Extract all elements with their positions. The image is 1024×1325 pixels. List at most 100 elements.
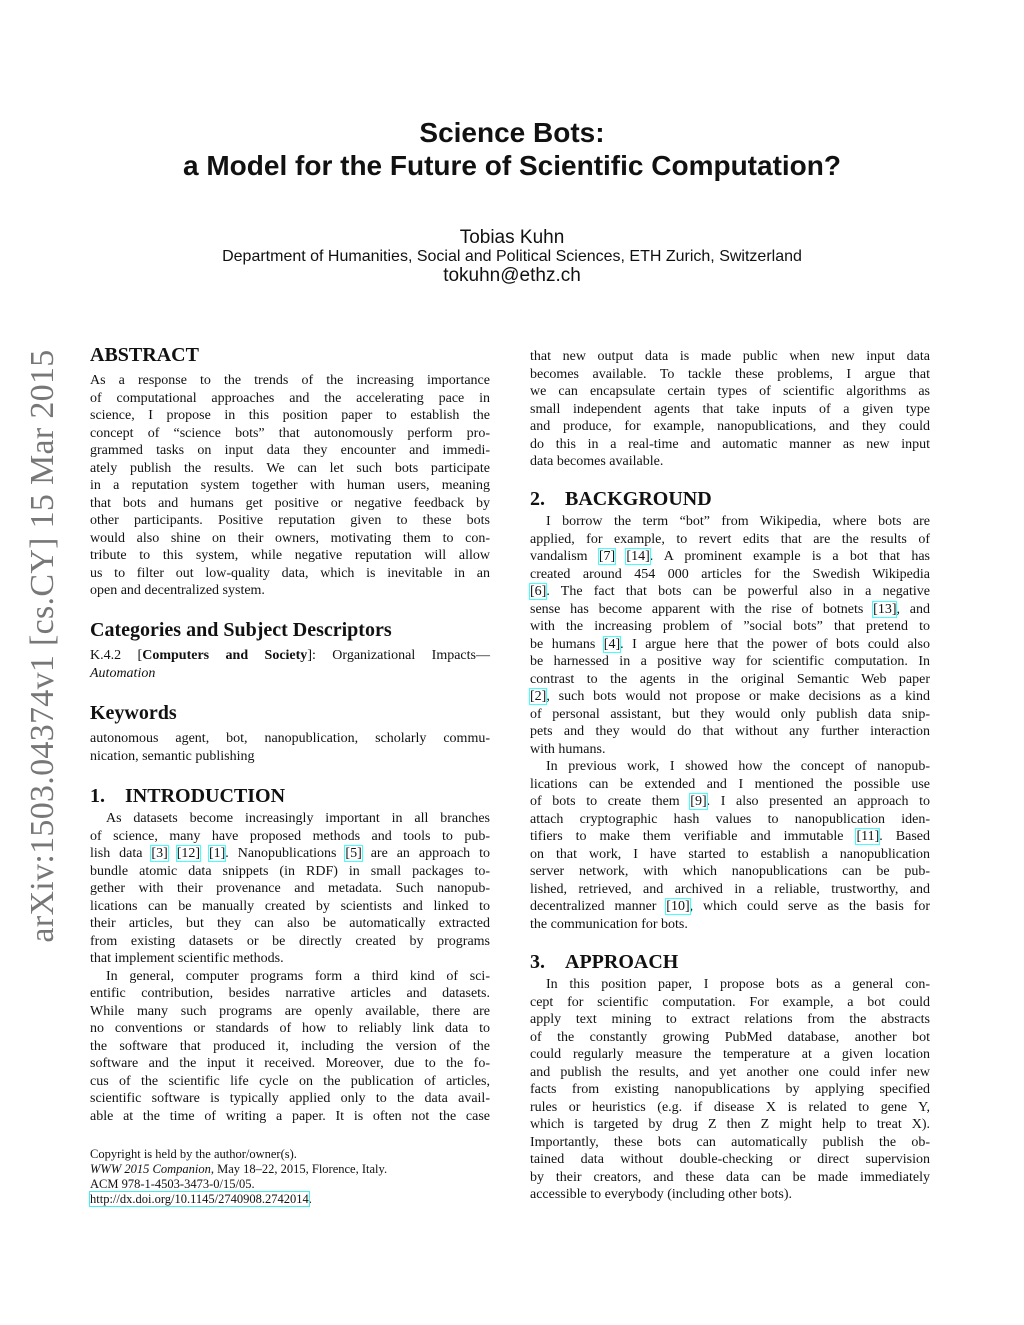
arxiv-stamp: arXiv:1503.04374v1 [cs.CY] 15 Mar 2015 [24, 349, 61, 943]
category-name: Computers and Society [142, 648, 308, 663]
section-title: BACKGROUND [565, 488, 712, 510]
background-body: I borrow the term “bot” from Wikipedia, … [528, 513, 931, 933]
text-line: ately publish the results. We can let su… [90, 460, 490, 476]
section-number: 3. [530, 951, 545, 973]
category-subject: ]: Organizational Impacts— [307, 648, 490, 663]
text-line: and produce, for example, nanopublicatio… [530, 419, 930, 434]
acm-line: ACM 978-1-4503-3473-0/15/05. [90, 1177, 255, 1191]
text-line: tifiers to make them verifiable and immu… [530, 828, 930, 845]
text-line: apply text mining to extract relations f… [530, 1012, 930, 1027]
text-line: server network, with which nanopublicati… [530, 864, 930, 879]
text-line: scientific software is typically applied… [90, 1091, 490, 1106]
text-line: grammed tasks on input data they encount… [90, 443, 490, 458]
text-line: of science, many have proposed methods a… [90, 828, 490, 844]
paper-title-line-2: a Model for the Future of Scientific Com… [183, 150, 841, 181]
venue-details: , May 18–22, 2015, Florence, Italy. [210, 1162, 388, 1176]
text-line: [2], such bots would not propose or make… [528, 688, 930, 705]
text-line: decentralized manner [10], which could s… [530, 898, 931, 915]
text-line: that implement scientific methods. [90, 951, 284, 966]
text-line: lish data [3] [12] [1]. Nanopublications… [90, 845, 490, 862]
introduction-body: As datasets become increasingly importan… [90, 810, 490, 1125]
text-line: their articles, but they can also be aut… [90, 916, 490, 931]
categories-descriptor: Automation [90, 665, 156, 681]
author-affiliation: Department of Humanities, Social and Pol… [222, 248, 802, 265]
text-line: While many such programs are openly avai… [90, 1003, 490, 1019]
section-title: INTRODUCTION [125, 785, 286, 807]
text-line: of bots to create them [9]. I also prese… [530, 793, 930, 810]
text-line: lished, retrieved, and archived in a rel… [530, 881, 930, 897]
text-line: [6]. The fact that bots can be powerful … [528, 583, 930, 600]
citation-link[interactable]: [5] [344, 845, 363, 862]
text-line: facts from existing nanopublications by … [530, 1082, 930, 1097]
citation-link[interactable]: [10] [665, 898, 691, 915]
keywords-body: autonomous agent, bot, nanopublication, … [90, 730, 490, 765]
category-code: K.4.2 [ [90, 648, 143, 663]
text-line: data becomes available. [530, 454, 664, 469]
abstract-body: As a response to the trends of the incre… [90, 372, 490, 600]
venue-line: WWW 2015 Companion, May 18–22, 2015, Flo… [90, 1162, 387, 1177]
text-line: us to filter out low-quality data, which… [90, 565, 490, 581]
text-line: which is targeted by drug Z then Z might… [530, 1117, 930, 1132]
text-line: cept for scientific computation. For exa… [530, 994, 930, 1010]
copyright-footnote: Copyright is held by the author/owner(s)… [89, 1147, 387, 1207]
citation-link[interactable]: [11] [855, 828, 881, 845]
text-line: tribute to this system, while negative r… [90, 548, 490, 563]
text-line: lications can be manually created by sci… [90, 898, 490, 914]
doi-link[interactable]: http://dx.doi.org/10.1145/2740908.274201… [89, 1191, 310, 1207]
doi-period: . [308, 1192, 312, 1206]
introduction-continued: that new output data is made public when… [530, 348, 930, 471]
text-line: that bots and humans get positive or neg… [90, 495, 490, 511]
text-line: pets and they would do that without any … [530, 724, 930, 739]
author-email[interactable]: tokuhn@ethz.ch [443, 265, 581, 286]
text-line: concept of “science bots” that autonomou… [90, 425, 490, 441]
text-line: nication, semantic publishing [90, 748, 255, 764]
text-line: Importantly, these bots can automaticall… [530, 1134, 930, 1150]
text-line: other participants. Positive reputation … [90, 513, 490, 528]
citation-link[interactable]: [7] [597, 548, 617, 565]
text-line: gether with their provenance and metadat… [90, 881, 490, 896]
text-line: entific contribution, besides narrative … [90, 986, 490, 1001]
text-line: could regularly measure the temperature … [530, 1047, 930, 1062]
text-line: I borrow the term “bot” from Wikipedia, … [546, 514, 930, 529]
text-line: tained data without double-checking or d… [530, 1152, 930, 1167]
citation-link[interactable]: [9] [689, 793, 708, 810]
background-heading: 2. BACKGROUND [530, 487, 930, 511]
text-line: in a reputation system together with hum… [90, 478, 490, 493]
paper-title-line-1: Science Bots: [419, 117, 605, 148]
copyright-line: Copyright is held by the author/owner(s)… [90, 1147, 297, 1161]
approach-heading: 3. APPROACH [530, 950, 930, 974]
citation-link[interactable]: [14] [625, 548, 651, 565]
citation-link[interactable]: [13] [872, 600, 898, 618]
text-line: vandalism [7] [14]. A prominent example … [530, 548, 930, 565]
citation-link[interactable]: [3] [150, 845, 169, 862]
text-line: no conventions or standards of how to re… [90, 1021, 490, 1036]
text-line: the software that produced it, including… [90, 1038, 490, 1054]
text-line: As datasets become increasingly importan… [106, 811, 490, 826]
text-line: cus of the scientific life cycle on the … [90, 1073, 490, 1089]
text-line: would also shine on their owners, motiva… [90, 530, 490, 546]
introduction-heading: 1. INTRODUCTION [90, 784, 490, 808]
citation-link[interactable]: [12] [175, 845, 202, 862]
citation-link[interactable]: [2] [528, 688, 548, 705]
text-line: becomes available. To tackle these probl… [530, 366, 930, 382]
text-line: In general, computer programs form a thi… [106, 968, 490, 984]
text-line: from existing datasets or be directly cr… [90, 933, 490, 949]
doi-line: http://dx.doi.org/10.1145/2740908.274201… [89, 1191, 387, 1207]
citation-link[interactable]: [4] [602, 635, 622, 653]
citation-link[interactable]: [6] [528, 583, 548, 600]
categories-heading: Categories and Subject Descriptors [90, 619, 392, 641]
venue-name: WWW 2015 Companion [90, 1162, 211, 1176]
text-line: be harnessed in a positive way for scien… [530, 654, 930, 669]
text-line: software and the input it received. More… [90, 1056, 490, 1071]
text-line: sense has become apparent with the rise … [530, 600, 930, 618]
text-line: autonomous agent, bot, nanopublication, … [90, 731, 490, 746]
section-number: 1. [90, 785, 105, 807]
text-line: science, I propose in this position pape… [90, 408, 490, 423]
citation-link[interactable]: [1] [207, 845, 227, 862]
text-line: applied, for example, to revert edits th… [530, 531, 930, 547]
text-line: contrast to the agents in the original S… [530, 671, 930, 687]
text-line: bundle atomic data snippets (in RDF) in … [90, 863, 490, 879]
keywords-heading: Keywords [90, 702, 177, 724]
author-name: Tobias Kuhn [459, 227, 565, 248]
approach-body: In this position paper, I propose bots a… [530, 976, 930, 1204]
